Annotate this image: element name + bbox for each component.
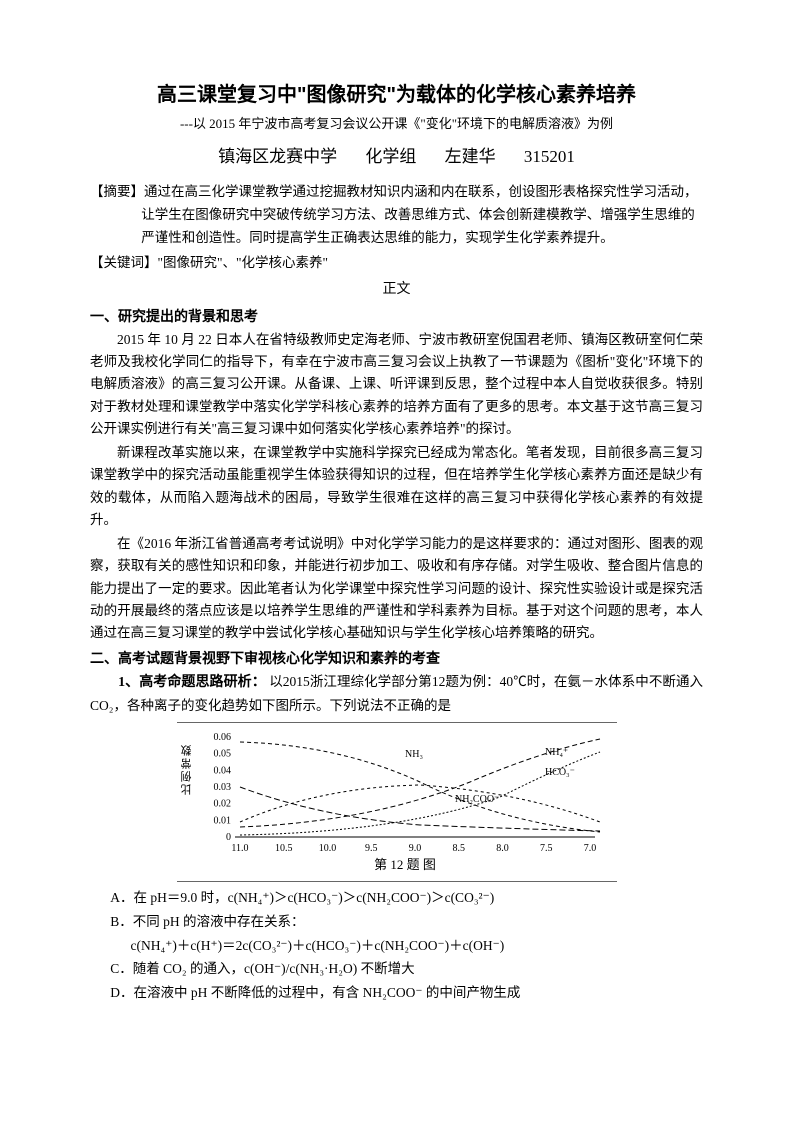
svg-text:0.05: 0.05 (213, 749, 231, 760)
keywords-block: 【关键词】"图像研究"、"化学核心素养" (90, 252, 703, 275)
option-c: C．随着 CO₂ 的通入，c(OH⁻)/c(NH₃·H₂O) 不断增大 (110, 957, 703, 981)
svg-text:HCO₃⁻: HCO₃⁻ (545, 767, 575, 778)
svg-text:9.0: 9.0 (408, 843, 421, 854)
svg-text:0.02: 0.02 (213, 799, 231, 810)
paragraph-2: 新课程改革实施以来，在课堂教学中实施科学探究已经成为常态化。笔者发现，目前很多高… (90, 442, 703, 531)
svg-text:0.04: 0.04 (213, 766, 231, 777)
svg-text:0: 0 (226, 832, 231, 843)
author-school: 镇海区龙赛中学 (218, 147, 337, 166)
svg-text:NH₂COO⁻: NH₂COO⁻ (455, 794, 499, 805)
sub1-bold: 1、高考命题思路研析： (118, 675, 266, 690)
abstract-text: 通过在高三化学课堂教学通过挖掘教材知识内涵和内在联系，创设图形表格探究性学习活动… (141, 184, 697, 245)
svg-text:8.5: 8.5 (452, 843, 465, 854)
svg-text:0.03: 0.03 (213, 782, 231, 793)
section-1-heading: 一、研究提出的背景和思考 (90, 306, 703, 327)
chart-box: 比例常数 0.06 0.05 0.04 0.03 0.02 0.01 0 NH₃ NH₄⁺ HC… (177, 722, 617, 882)
option-d-text: 在溶液中 pH 不断降低的过程中，有含 NH₂COO⁻ 的中间产物生成 (134, 985, 521, 1000)
option-a: A．在 pH＝9.0 时，c(NH₄⁺)＞c(HCO₃⁻)＞c(NH₂COO⁻)… (110, 886, 703, 910)
page-title: 高三课堂复习中"图像研究"为载体的化学核心素养培养 (90, 80, 703, 110)
svg-text:7.5: 7.5 (540, 843, 553, 854)
chart-svg: 0.06 0.05 0.04 0.03 0.02 0.01 0 NH₃ NH₄⁺ HCO₃⁻ NH… (205, 727, 605, 872)
keywords-label: 【关键词】 (90, 255, 158, 270)
option-a-text: 在 pH＝9.0 时，c(NH₄⁺)＞c(HCO₃⁻)＞c(NH₂COO⁻)＞c… (134, 890, 495, 905)
keywords-text: "图像研究"、"化学核心素养" (158, 255, 329, 270)
author-dept: 化学组 (365, 147, 416, 166)
chart-container: 比例常数 0.06 0.05 0.04 0.03 0.02 0.01 0 NH₃ NH₄⁺ HC… (90, 722, 703, 882)
options-block: A．在 pH＝9.0 时，c(NH₄⁺)＞c(HCO₃⁻)＞c(NH₂COO⁻)… (110, 886, 703, 1004)
option-b-text: 不同 pH 的溶液中存在关系： (133, 914, 305, 929)
page-subtitle: ---以 2015 年宁波市高考复习会议公开课《"变化"环境下的电解质溶液》为例 (90, 114, 703, 134)
svg-text:9.5: 9.5 (365, 843, 378, 854)
svg-text:10.5: 10.5 (275, 843, 293, 854)
option-c-text: 随着 CO₂ 的通入，c(OH⁻)/c(NH₃·H₂O) 不断增大 (133, 961, 415, 976)
chart-y-label: 比例常数 (179, 743, 196, 795)
svg-text:11.0: 11.0 (231, 843, 248, 854)
svg-text:NH₃: NH₃ (405, 749, 423, 760)
paragraph-3: 在《2016 年浙江省普通高考考试说明》中对化学学习能力的是这样要求的：通过对图… (90, 533, 703, 644)
chart-caption: 第 12 题 图 (374, 857, 436, 872)
svg-text:10.0: 10.0 (318, 843, 336, 854)
svg-text:8.0: 8.0 (496, 843, 509, 854)
question-intro: 1、高考命题思路研析： 以2015浙江理综化学部分第12题为例：40℃时，在氨－… (90, 671, 703, 716)
author-postcode: 315201 (524, 147, 575, 166)
svg-text:0.06: 0.06 (213, 732, 231, 743)
option-b: B．不同 pH 的溶液中存在关系： (110, 910, 703, 934)
paragraph-1: 2015 年 10 月 22 日本人在省特级教师史定海老师、宁波市教研室倪国君老… (90, 329, 703, 440)
svg-text:7.0: 7.0 (583, 843, 596, 854)
section-2-heading: 二、高考试题背景视野下审视核心化学知识和素养的考查 (90, 648, 703, 669)
abstract-block: 【摘要】通过在高三化学课堂教学通过挖掘教材知识内涵和内在联系，创设图形表格探究性… (90, 181, 703, 250)
body-label: 正文 (90, 279, 703, 300)
option-b-cont: c(NH₄⁺)＋c(H⁺)＝2c(CO₃²⁻)＋c(HCO₃⁻)＋c(NH₂CO… (131, 934, 704, 958)
option-d: D．在溶液中 pH 不断降低的过程中，有含 NH₂COO⁻ 的中间产物生成 (110, 981, 703, 1005)
author-name: 左建华 (445, 147, 496, 166)
svg-text:NH₄⁺: NH₄⁺ (545, 747, 568, 758)
author-line: 镇海区龙赛中学 化学组 左建华 315201 (90, 144, 703, 170)
svg-text:0.01: 0.01 (213, 816, 231, 827)
abstract-label: 【摘要】 (90, 184, 144, 199)
